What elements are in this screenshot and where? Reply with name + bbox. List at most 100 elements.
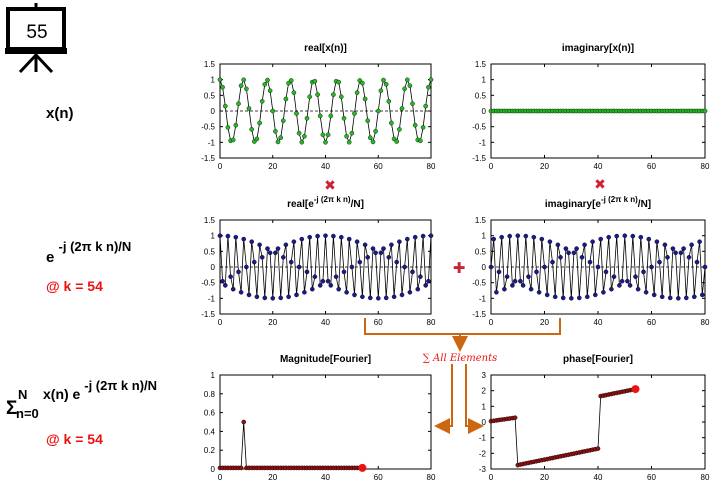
y-tick-label: 0.5	[475, 247, 487, 256]
x-tick-label: 0	[489, 162, 494, 171]
data-point	[515, 233, 521, 238]
data-point	[617, 283, 622, 288]
data-point	[649, 264, 654, 270]
y-tick-label: 1.5	[204, 60, 216, 69]
data-point	[555, 242, 561, 248]
y-tick-label: 0.8	[204, 390, 216, 399]
data-point	[579, 254, 585, 260]
data-point	[315, 92, 320, 97]
x-tick-label: 80	[701, 318, 710, 327]
data-point	[702, 108, 708, 114]
k-label-bottom: @ k = 54	[46, 431, 103, 447]
data-point	[504, 274, 510, 280]
data-point	[410, 269, 415, 275]
data-point	[399, 106, 405, 111]
data-point	[389, 242, 394, 248]
y-tick-label: 1	[482, 402, 487, 411]
data-point	[365, 118, 371, 123]
data-point	[630, 233, 636, 239]
data-point	[539, 236, 545, 242]
data-point	[552, 294, 558, 300]
y-tick-label: -1.5	[201, 310, 215, 319]
data-point	[585, 294, 590, 300]
data-point	[496, 269, 502, 275]
chart-title-exponent: -j (2π k n)	[601, 195, 638, 204]
x-tick-label: 60	[374, 162, 383, 171]
data-point	[638, 234, 644, 240]
data-point	[360, 80, 365, 86]
data-point	[397, 239, 402, 244]
slide-number-badge: 55	[5, 3, 67, 74]
data-point	[246, 106, 252, 111]
svg-text:x(n) e -j (2π k n)/N: x(n) e -j (2π k n)/N	[43, 378, 157, 402]
data-point	[286, 294, 291, 300]
data-point	[280, 118, 286, 123]
y-tick-label: 1	[211, 232, 216, 241]
data-point	[299, 236, 305, 242]
data-point	[512, 278, 518, 284]
data-point	[275, 246, 281, 251]
kernel-base: e	[46, 249, 54, 266]
data-point	[394, 259, 400, 265]
data-point	[526, 274, 531, 280]
current-k-point	[631, 385, 640, 394]
data-point	[331, 233, 336, 239]
y-tick-label: 0.5	[475, 91, 487, 100]
y-tick-label: 0	[211, 107, 216, 116]
data-point	[346, 236, 352, 242]
data-point	[267, 250, 273, 256]
data-point	[643, 289, 649, 295]
data-point	[331, 92, 336, 97]
y-tick-label: 0.2	[204, 446, 216, 455]
data-point	[673, 250, 678, 256]
x-tick-label: 60	[647, 318, 656, 327]
data-point	[520, 283, 526, 288]
data-point	[241, 77, 246, 83]
k-label-top: @ k = 54	[46, 278, 103, 294]
data-point	[577, 295, 582, 301]
data-point	[662, 242, 668, 248]
data-point	[254, 294, 260, 300]
data-point	[378, 250, 384, 256]
x-tick-label: 80	[701, 162, 710, 171]
data-point	[288, 259, 294, 265]
data-point	[397, 127, 402, 132]
data-point	[678, 250, 684, 256]
data-point	[273, 250, 278, 256]
x-tick-label: 40	[321, 473, 330, 482]
y-tick-label: 3	[482, 371, 487, 380]
data-point	[410, 101, 415, 106]
y-tick-label: -0.5	[201, 279, 215, 288]
sum-all-elements-label: ∑ All Elements	[423, 353, 498, 364]
data-point	[507, 233, 513, 239]
data-point	[257, 242, 262, 248]
data-point	[420, 125, 426, 130]
data-point	[598, 236, 604, 242]
data-point	[641, 269, 646, 275]
data-point	[428, 77, 434, 82]
data-point	[657, 259, 662, 265]
data-point	[383, 82, 389, 87]
data-point	[676, 295, 681, 301]
slide-number: 55	[26, 22, 47, 43]
data-point	[370, 139, 376, 145]
data-point	[702, 264, 708, 270]
data-point	[574, 246, 579, 251]
data-point	[222, 283, 228, 288]
data-point	[225, 233, 231, 239]
data-point	[542, 264, 547, 270]
data-point	[309, 286, 315, 292]
sum-lower-limit: n=0	[16, 406, 39, 421]
data-point	[622, 233, 628, 238]
data-point	[349, 130, 355, 136]
data-point	[667, 295, 673, 301]
data-point	[352, 292, 357, 298]
sum-symbol: Σ	[6, 398, 17, 419]
x-tick-label: 80	[427, 162, 436, 171]
data-point	[296, 264, 302, 270]
y-tick-label: 0.6	[204, 409, 216, 418]
data-point	[230, 286, 236, 292]
data-point	[391, 294, 397, 300]
y-tick-label: 1.5	[475, 216, 487, 225]
